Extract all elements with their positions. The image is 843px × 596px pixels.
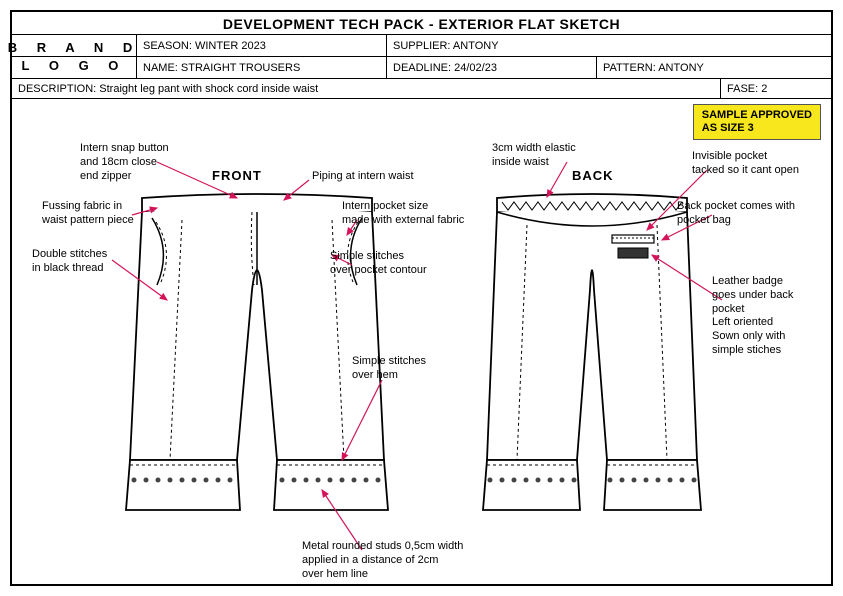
season-cell: SEASON: WINTER 2023 bbox=[137, 35, 387, 56]
back-label: BACK bbox=[572, 168, 614, 183]
back-trouser-sketch bbox=[472, 190, 712, 525]
callout-pocket-bag: Back pocket comes with pocket bag bbox=[677, 200, 795, 228]
name-cell: NAME: STRAIGHT TROUSERS bbox=[137, 57, 387, 78]
callout-stitch-contour: Simple stitches over pocket contour bbox=[330, 250, 427, 278]
callout-piping: Piping at intern waist bbox=[312, 170, 414, 184]
callout-pocket-size: Intern pocket size made with external fa… bbox=[342, 200, 464, 228]
callout-leather-badge: Leather badge goes under back pocket Lef… bbox=[712, 275, 793, 358]
back-trouser-svg bbox=[472, 190, 712, 520]
callout-hem-stitch: Simple stitches over hem bbox=[352, 355, 426, 383]
fase-cell: FASE: 2 bbox=[721, 79, 831, 98]
deadline-cell: DEADLINE: 24/02/23 bbox=[387, 57, 597, 78]
callout-fussing: Fussing fabric in waist pattern piece bbox=[42, 200, 134, 228]
callout-elastic: 3cm width elastic inside waist bbox=[492, 142, 576, 170]
callout-studs: Metal rounded studs 0,5cm width applied … bbox=[302, 540, 463, 581]
callout-double-stitch: Double stitches in black thread bbox=[32, 248, 107, 276]
header-grid: B R A N D L O G O SEASON: WINTER 2023 SU… bbox=[12, 34, 831, 99]
brand-logo: B R A N D L O G O bbox=[12, 35, 137, 79]
front-label: FRONT bbox=[212, 168, 262, 183]
callout-invisible-pocket: Invisible pocket tacked so it cant open bbox=[692, 150, 799, 178]
callout-snap-zipper: Intern snap button and 18cm close end zi… bbox=[80, 142, 169, 183]
tech-pack-page: DEVELOPMENT TECH PACK - EXTERIOR FLAT SK… bbox=[10, 10, 833, 586]
sketch-area: FRONT BACK bbox=[12, 100, 831, 584]
description-cell: DESCRIPTION: Straight leg pant with shoc… bbox=[12, 79, 721, 98]
pattern-cell: PATTERN: ANTONY bbox=[597, 57, 831, 78]
page-title: DEVELOPMENT TECH PACK - EXTERIOR FLAT SK… bbox=[12, 12, 831, 32]
supplier-cell: SUPPLIER: ANTONY bbox=[387, 35, 831, 56]
